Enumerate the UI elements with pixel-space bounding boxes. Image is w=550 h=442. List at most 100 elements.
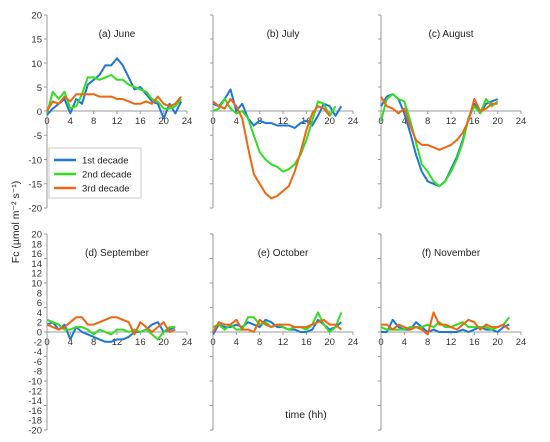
x-tick-label: 4 <box>234 337 239 348</box>
x-tick-label: 24 <box>348 337 359 348</box>
y-tick-label: -10 <box>28 155 42 166</box>
x-tick-label: 0 <box>44 116 49 127</box>
y-tick-label: 20 <box>31 11 42 22</box>
x-tick-label: 20 <box>324 337 335 348</box>
y-tick-label: 0 <box>37 107 42 118</box>
y-tick-label: 5 <box>37 83 42 94</box>
x-tick-label: 4 <box>68 337 73 348</box>
series-line-3rd-decade <box>46 93 182 112</box>
x-tick-label: 4 <box>402 116 407 127</box>
x-tick-label: 24 <box>516 116 527 127</box>
x-tick-label: 20 <box>158 116 169 127</box>
x-tick-label: 24 <box>348 116 359 127</box>
series-line-1st-decade <box>46 321 176 343</box>
y-tick-label: 18 <box>31 239 42 250</box>
x-tick-label: 20 <box>492 116 503 127</box>
x-tick-label: 20 <box>492 337 503 348</box>
series-line-3rd-decade <box>381 311 510 336</box>
x-tick-label: 12 <box>112 116 123 127</box>
panel-october: 0 4 8 12 16 20 24 (e) October <box>210 233 359 431</box>
series-line-2nd-decade <box>380 93 499 188</box>
series-line-2nd-decade <box>212 98 337 173</box>
y-tick-label: 2 <box>37 318 42 329</box>
y-tick-label: 6 <box>37 298 42 309</box>
x-tick-label: 0 <box>210 337 215 348</box>
x-tick-label: 4 <box>68 116 73 127</box>
x-tick-label: 20 <box>158 337 169 348</box>
y-tick-label: -20 <box>28 204 42 215</box>
legend: 1st decade 2nd decade 3rd decade <box>48 147 142 199</box>
x-tick-label: 8 <box>91 116 96 127</box>
x-tick-label: 16 <box>135 116 146 127</box>
y-tick-label: -12 <box>28 386 42 397</box>
y-tick-label: 16 <box>31 249 42 260</box>
x-tick-label: 12 <box>278 337 289 348</box>
y-tick-label: -6 <box>34 357 42 368</box>
x-tick-label: 16 <box>135 337 146 348</box>
panel-title: (f) November <box>422 248 481 259</box>
legend-label: 1st decade <box>82 156 128 167</box>
panel-title: (b) July <box>267 29 300 40</box>
x-tick-label: 8 <box>257 337 262 348</box>
x-tick-label: 4 <box>402 337 407 348</box>
x-tick-label: 0 <box>210 116 215 127</box>
x-tick-label: 8 <box>425 337 430 348</box>
series-line-3rd-decade <box>380 96 498 151</box>
y-tick-label: -10 <box>28 377 42 388</box>
y-tick-label: -14 <box>28 396 42 407</box>
panel-title: (d) September <box>85 248 150 259</box>
series-line-3rd-decade <box>212 98 331 200</box>
y-tick-label: -8 <box>34 367 42 378</box>
x-tick-label: 16 <box>469 116 480 127</box>
y-tick-label: 20 <box>31 230 42 241</box>
x-tick-label: 16 <box>469 337 480 348</box>
y-tick-label: 12 <box>31 269 42 280</box>
y-tick-label: 15 <box>31 35 42 46</box>
x-tick-label: 24 <box>182 116 193 127</box>
series-line-2nd-decade <box>380 316 511 331</box>
panel-title: (e) October <box>258 248 309 259</box>
x-tick-label: 24 <box>182 337 193 348</box>
x-tick-label: 4 <box>234 116 239 127</box>
series-line-1st-decade <box>46 57 183 120</box>
panel-title: (a) June <box>99 29 136 40</box>
y-tick-label: -15 <box>28 179 42 190</box>
x-tick-label: 12 <box>278 116 289 127</box>
panel-august: 0 4 8 12 16 20 24 (c) August <box>378 14 527 209</box>
y-tick-label: 8 <box>37 288 42 299</box>
x-tick-label: 24 <box>516 337 527 348</box>
y-tick-label: -2 <box>34 337 42 348</box>
y-tick-label: 4 <box>37 308 42 319</box>
y-tick-label: -16 <box>28 406 42 417</box>
y-tick-label: -18 <box>28 416 42 427</box>
series-line-2nd-decade <box>46 318 176 341</box>
series-line-3rd-decade <box>212 318 342 333</box>
x-tick-label: 12 <box>446 337 457 348</box>
x-tick-label: 0 <box>44 337 49 348</box>
panel-november: 0 4 8 12 16 20 24 (f) November <box>378 233 527 431</box>
y-tick-label: 10 <box>31 279 42 290</box>
x-tick-label: 0 <box>378 337 383 348</box>
x-tick-label: 12 <box>112 337 123 348</box>
series-line-2nd-decade <box>46 74 182 114</box>
panel-title: (c) August <box>428 29 473 40</box>
x-tick-label: 16 <box>301 337 312 348</box>
y-tick-label: 10 <box>31 59 42 70</box>
y-axis-label: Fc (µmol m⁻² s⁻¹) <box>10 181 22 263</box>
x-tick-label: 8 <box>425 116 430 127</box>
y-tick-label: -5 <box>34 131 42 142</box>
x-tick-label: 20 <box>324 116 335 127</box>
x-tick-label: 0 <box>378 116 383 127</box>
y-tick-label: 14 <box>31 259 42 270</box>
x-tick-label: 8 <box>91 337 96 348</box>
series-line-1st-decade <box>380 93 499 188</box>
x-tick-label: 12 <box>446 116 457 127</box>
y-tick-label: -4 <box>34 347 42 358</box>
legend-label: 2nd decade <box>82 170 132 181</box>
x-axis-label: time (hh) <box>285 409 326 421</box>
panel-september: 0 4 8 12 16 20 24-20-18-16-14-12-10-8-6-4-2024… <box>28 230 192 437</box>
series-line-3rd-decade <box>46 316 176 336</box>
